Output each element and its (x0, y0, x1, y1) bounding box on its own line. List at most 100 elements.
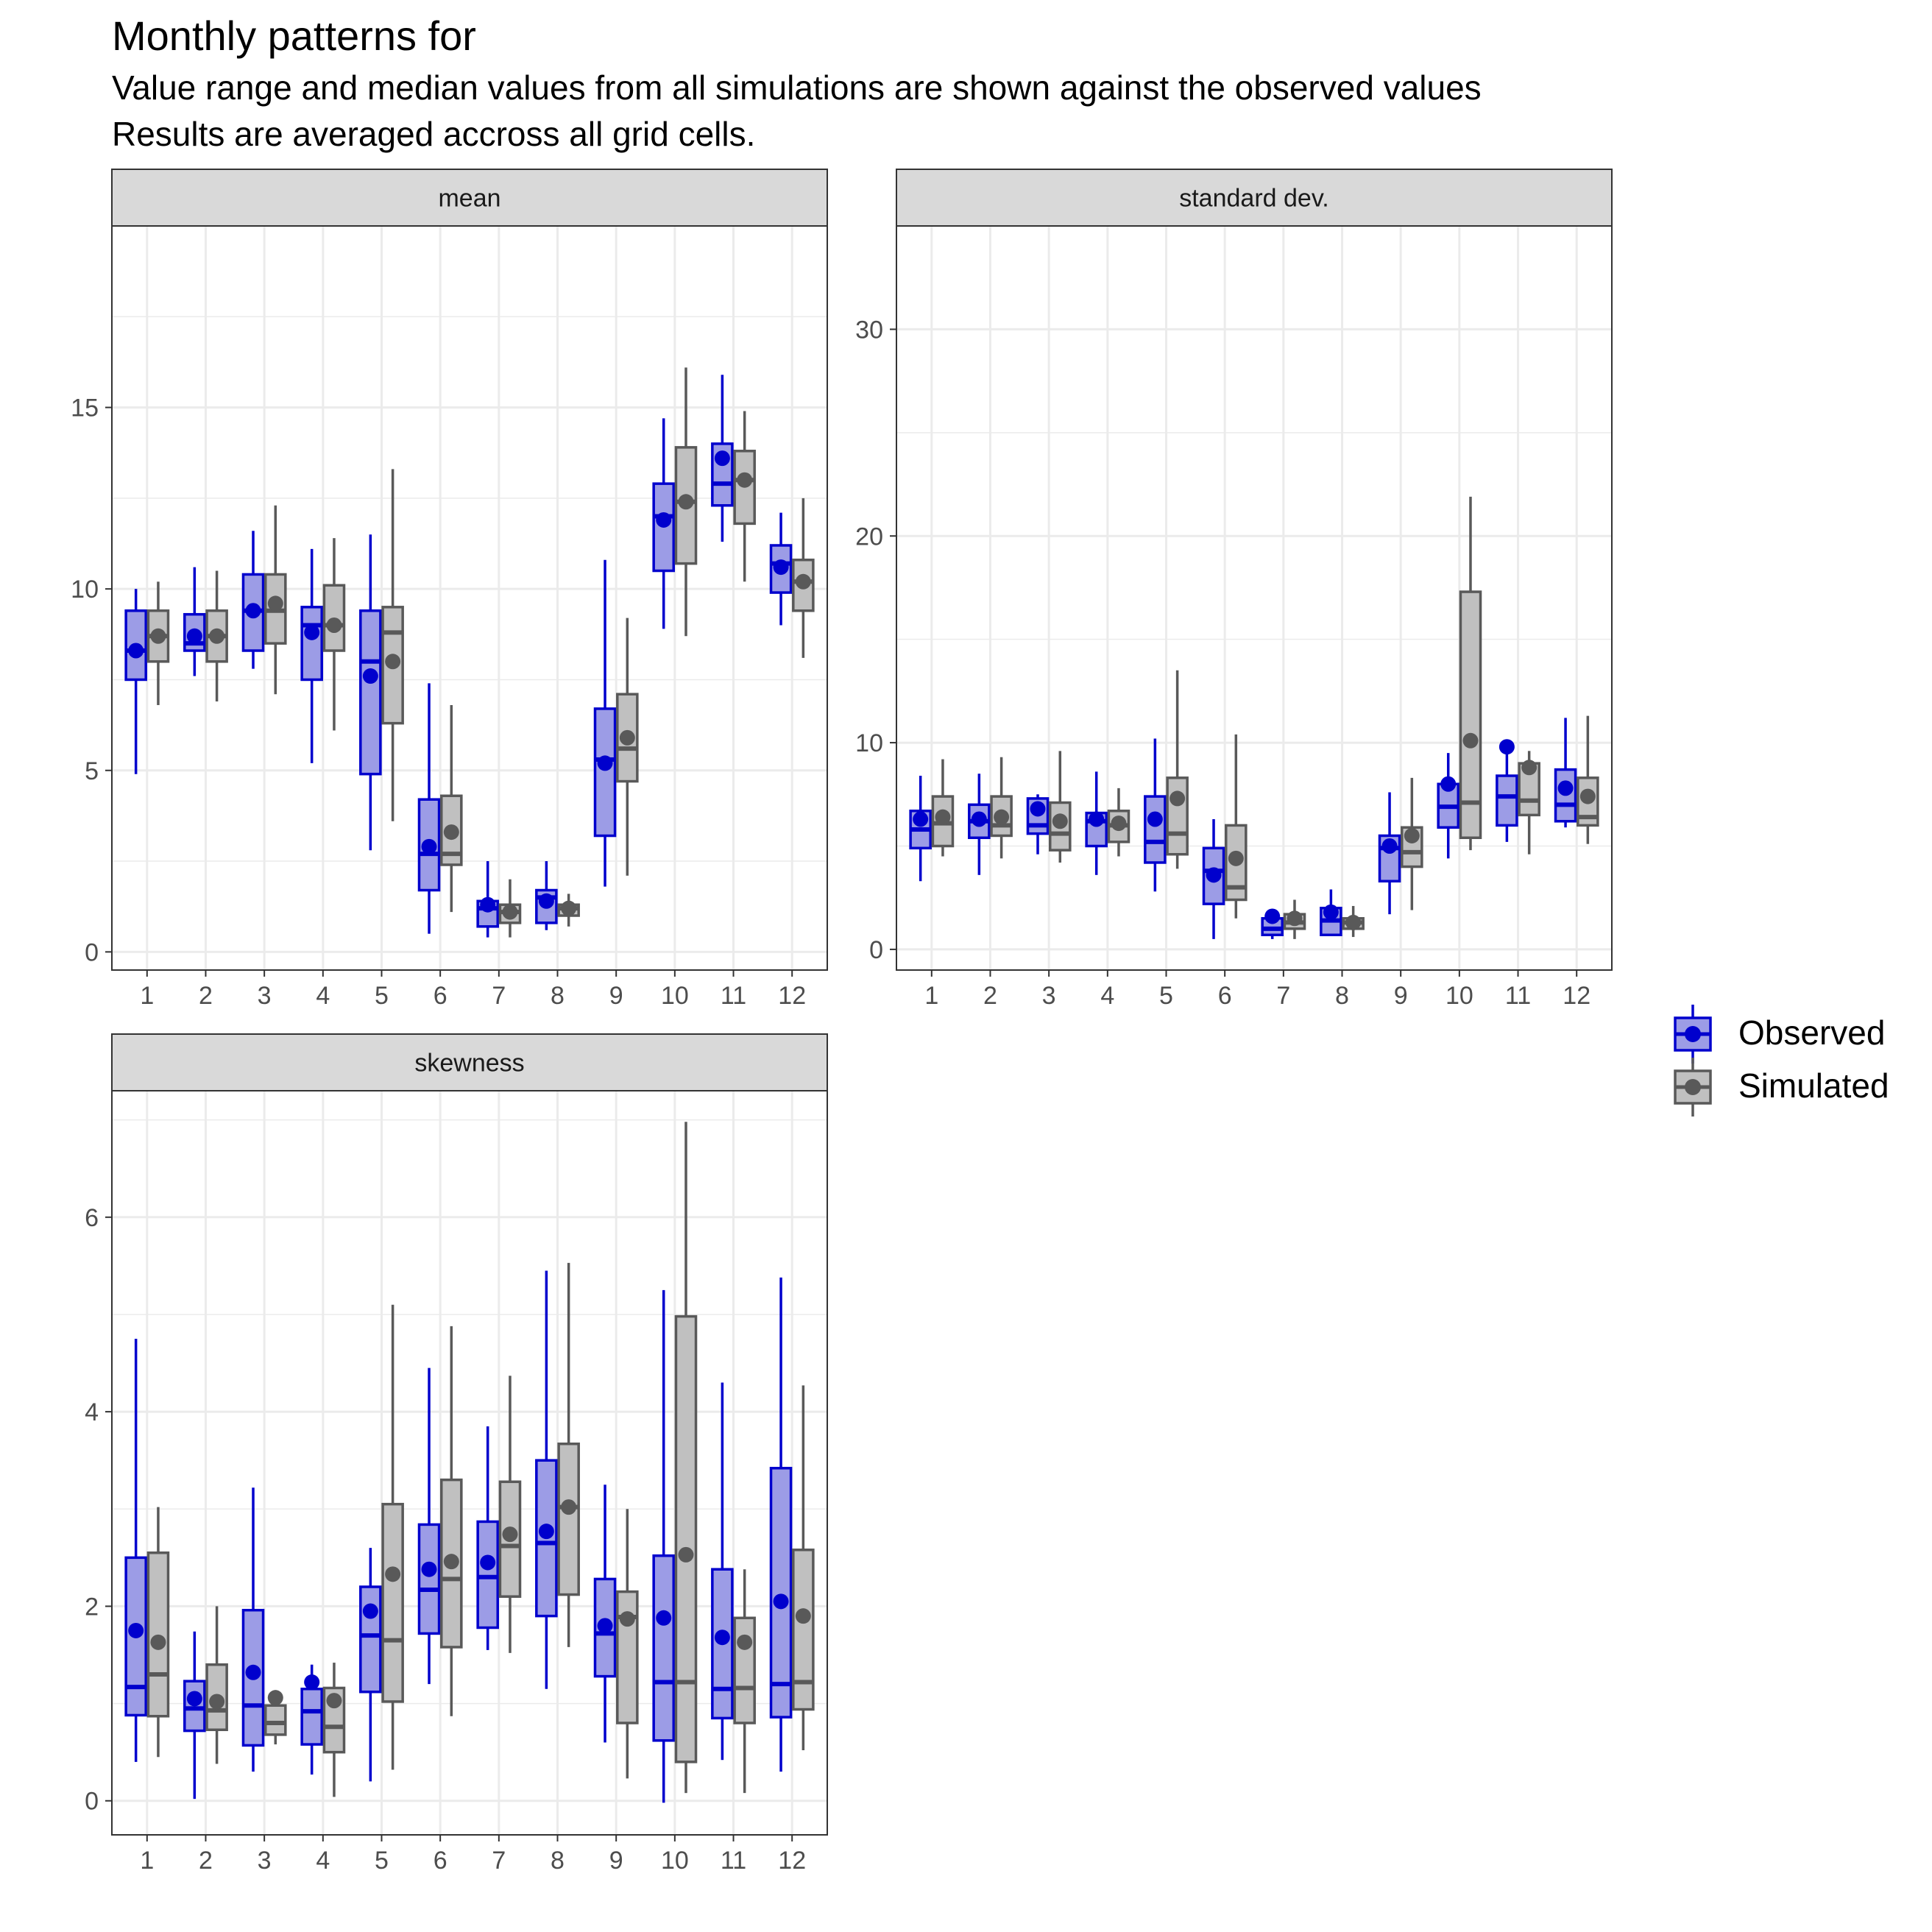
observed-point-11 (714, 450, 730, 467)
y-tick-label: 2 (85, 1593, 99, 1621)
simulated-box-1 (146, 1551, 170, 1718)
simulated-point-9 (619, 1611, 635, 1627)
observed-point-1 (128, 643, 144, 659)
simulated-point-3 (267, 595, 283, 612)
x-tick-label: 9 (609, 1847, 623, 1875)
facet-strip (111, 169, 828, 227)
observed-box-3 (241, 1608, 265, 1747)
observed-point-11 (714, 1630, 730, 1646)
observed-point-8 (538, 893, 554, 909)
observed-point-3 (245, 1664, 261, 1680)
x-tick-label: 3 (258, 982, 272, 1010)
y-tick-label: 4 (85, 1398, 99, 1426)
simulated-box-5 (1166, 776, 1189, 856)
chart-subtitle-line-1: Value range and median values from all s… (112, 68, 1482, 107)
observed-box-7 (476, 1520, 499, 1630)
observed-box-4 (300, 606, 323, 682)
y-tick-label: 10 (71, 576, 99, 604)
panel-background (896, 226, 1612, 970)
observed-point-7 (480, 896, 496, 913)
observed-box-9 (593, 707, 617, 838)
x-tick-label: 9 (609, 982, 623, 1010)
x-tick-label: 1 (140, 1847, 154, 1875)
observed-point-5 (362, 668, 378, 684)
observed-box-6 (417, 1523, 441, 1635)
simulated-point-10 (678, 494, 694, 510)
simulated-box-5 (381, 1502, 404, 1703)
simulated-point-4 (1111, 815, 1127, 832)
x-tick-label: 2 (983, 982, 997, 1010)
simulated-point-5 (385, 1566, 401, 1582)
simulated-point-7 (502, 1526, 518, 1543)
panel-border (111, 1090, 828, 1836)
chart-subtitle-line-2: Results are averaged accross all grid ce… (112, 115, 756, 153)
simulated-box-8 (557, 1442, 580, 1596)
simulated-point-6 (443, 1554, 459, 1570)
y-tick-label: 10 (855, 729, 883, 757)
simulated-point-12 (795, 1608, 811, 1624)
x-tick-label: 11 (721, 1847, 746, 1875)
observed-point-7 (480, 1554, 496, 1571)
facet-strip (896, 169, 1613, 227)
x-tick-label: 6 (434, 1847, 447, 1875)
chart-title: Monthly patterns for (112, 13, 476, 59)
observed-point-4 (1089, 811, 1105, 827)
x-tick-label: 8 (551, 982, 565, 1010)
y-tick-label: 0 (85, 938, 99, 966)
legend-key-observed: Observed (1674, 1005, 1885, 1064)
legend: Observed Simulated (1674, 1005, 1889, 1117)
observed-point-2 (186, 1691, 202, 1707)
x-tick-label: 2 (199, 982, 213, 1010)
panel-background (112, 226, 827, 970)
observed-point-8 (1323, 904, 1339, 920)
y-tick-label: 6 (85, 1204, 99, 1232)
facet-strip-label: standard dev. (1179, 185, 1329, 213)
simulated-point-11 (1521, 760, 1538, 776)
simulated-box-3 (263, 1704, 287, 1736)
y-tick-label: 15 (71, 394, 99, 422)
facet-strip-label: skewness (414, 1050, 524, 1078)
observed-point-11 (1498, 739, 1515, 755)
x-tick-label: 4 (316, 982, 330, 1010)
simulated-box-12 (792, 1549, 815, 1711)
panel-border (111, 225, 828, 971)
observed-box-5 (359, 1585, 382, 1694)
x-tick-label: 5 (1159, 982, 1173, 1010)
simulated-point-6 (443, 824, 459, 841)
observed-point-6 (421, 838, 437, 854)
observed-point-4 (304, 624, 320, 640)
legend-label-simulated: Simulated (1738, 1066, 1889, 1105)
x-tick-label: 6 (1218, 982, 1232, 1010)
x-tick-label: 5 (375, 1847, 389, 1875)
simulated-point-7 (1287, 910, 1303, 927)
x-tick-label: 7 (492, 1847, 506, 1875)
x-tick-label: 10 (661, 982, 689, 1010)
panel-background (112, 1091, 827, 1835)
observed-point-3 (245, 603, 261, 619)
simulated-point-4 (326, 617, 342, 633)
x-tick-label: 12 (778, 1847, 806, 1875)
x-tick-label: 1 (140, 982, 154, 1010)
observed-point-6 (421, 1561, 437, 1577)
panel-border (896, 225, 1613, 971)
y-tick-label: 20 (855, 523, 883, 551)
y-tick-label: 5 (85, 757, 99, 785)
observed-box-5 (359, 609, 382, 776)
y-tick-label: 0 (869, 936, 883, 964)
observed-box-4 (300, 1688, 323, 1746)
simulated-point-1 (935, 809, 951, 825)
simulated-point-1 (150, 1634, 166, 1650)
simulated-point-1 (150, 628, 166, 644)
simulated-point-11 (737, 472, 753, 488)
simulated-point-3 (267, 1690, 283, 1706)
legend-key-point (1685, 1026, 1701, 1042)
x-tick-label: 10 (661, 1847, 689, 1875)
legend-label-observed: Observed (1738, 1013, 1885, 1052)
observed-point-1 (128, 1622, 144, 1638)
x-tick-label: 12 (778, 982, 806, 1010)
simulated-point-10 (678, 1546, 694, 1563)
